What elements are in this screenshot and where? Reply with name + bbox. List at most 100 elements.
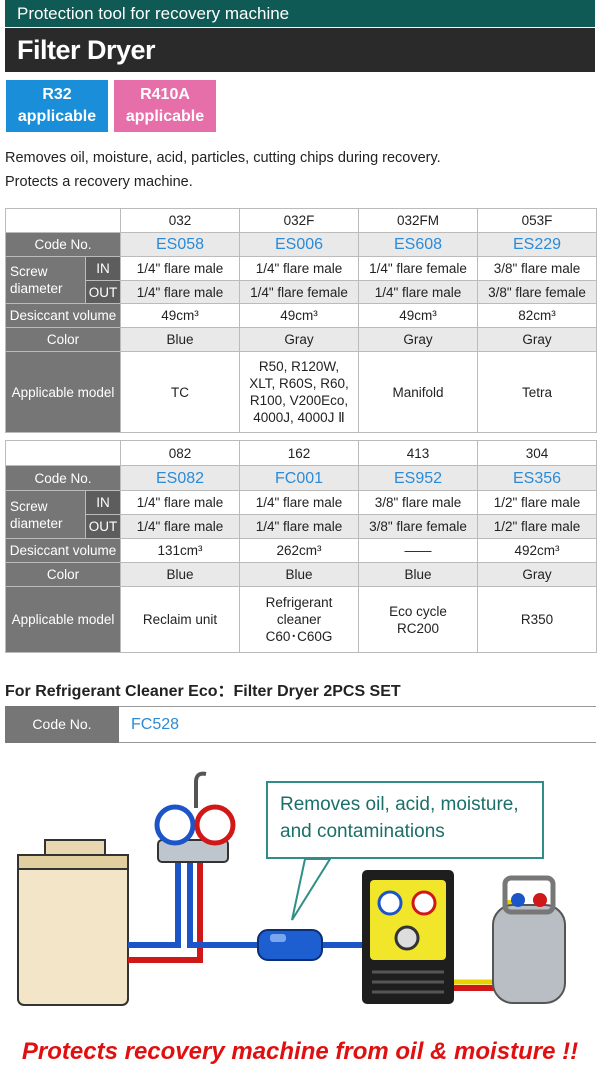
badge-text: applicable (125, 108, 205, 125)
cell: 1/4" flare female (358, 256, 478, 281)
cell: 82cm³ (477, 303, 597, 328)
row-label: Screw diameter (5, 490, 86, 539)
cell: Gray (477, 562, 597, 587)
cell: FC001 (239, 465, 359, 491)
cell: TC (120, 351, 240, 433)
table-row: Screw diameter IN 1/4" flare male 1/4" flar… (5, 256, 597, 304)
table-row: Code No. ES082 FC001 ES952 ES356 (5, 465, 597, 491)
cell: 162 (239, 440, 359, 466)
row-label: Applicable model (5, 586, 121, 653)
cell: ES608 (358, 232, 478, 257)
cell: ES058 (120, 232, 240, 257)
cell: 49cm³ (239, 303, 359, 328)
row-sublabel: OUT (85, 280, 121, 304)
cell: 3/8" flare male (477, 256, 597, 281)
cell: 032F (239, 208, 359, 233)
cell: Gray (358, 327, 478, 352)
badge-text: applicable (17, 108, 97, 125)
row-label: Desiccant volume (5, 303, 121, 328)
cell: Tetra (477, 351, 597, 433)
set-code-label: Code No. (5, 706, 119, 743)
cell: 1/4" flare male (239, 514, 359, 539)
cell: 49cm³ (120, 303, 240, 328)
cell: 1/4" flare male (120, 490, 240, 515)
cell: 032FM (358, 208, 478, 233)
table-row: 032 032F 032FM 053F (5, 208, 597, 233)
spec-table: 032 032F 032FM 053F Code No. ES058 ES006 ES608 E… (5, 208, 597, 433)
row-label: Code No. (5, 232, 121, 257)
cell: Eco cycle RC200 (358, 586, 478, 653)
description: Protects a recovery machine. (5, 174, 193, 190)
cell: Refrigerant cleaner C60･C60G (239, 586, 359, 653)
row-sublabel: OUT (85, 514, 121, 539)
cell: 1/4" flare male (120, 514, 240, 539)
cell: ES006 (239, 232, 359, 257)
spec-table: 082 162 413 304 Code No. ES082 FC001 ES952 ES356… (5, 440, 597, 653)
cell: 262cm³ (239, 538, 359, 563)
cell: Blue (239, 562, 359, 587)
cell: Blue (120, 327, 240, 352)
cell: 1/4" flare male (120, 280, 240, 304)
cell: Manifold (358, 351, 478, 433)
badge-refrigerant: R410A (140, 86, 190, 103)
set-code: FC528 (131, 716, 180, 733)
cell: 082 (120, 440, 240, 466)
table-row: Screw diameter IN 1/4" flare male 1/4" flar… (5, 490, 597, 539)
subtitle-bar: Protection tool for recovery machine (5, 0, 595, 27)
cell: 1/4" flare male (120, 256, 240, 281)
table-row: Color Blue Blue Blue Gray (5, 562, 597, 587)
table-row: Applicable model Reclaim unit Refrigerant … (5, 586, 597, 653)
cell: Gray (477, 327, 597, 352)
blank-cell (5, 440, 121, 466)
cell: Blue (120, 562, 240, 587)
row-label: Applicable model (5, 351, 121, 433)
cell: 3/8" flare female (477, 280, 597, 304)
row-label: Color (5, 327, 121, 352)
table-row: Applicable model TC R50, R120W, XLT, R60S,… (5, 351, 597, 433)
badge: R410A applicable (114, 80, 216, 132)
table-row: Desiccant volume 131cm³ 262cm³ —— 492cm³ (5, 538, 597, 563)
cell: 1/4" flare male (239, 256, 359, 281)
table-row: 082 162 413 304 (5, 440, 597, 466)
table-row: Color Blue Gray Gray Gray (5, 327, 597, 352)
cell: R50, R120W, XLT, R60S, R60, R100, V200Ec… (239, 351, 359, 433)
cell: 413 (358, 440, 478, 466)
row-label: Code No. (5, 465, 121, 491)
row-label: Screw diameter (5, 256, 86, 304)
cell: ES952 (358, 465, 478, 491)
cell: 1/4" flare male (358, 280, 478, 304)
cell: ES356 (477, 465, 597, 491)
slogan: Protects recovery machine from oil & moi… (21, 1038, 579, 1065)
cell: 304 (477, 440, 597, 466)
cell: —— (358, 538, 478, 563)
cell: Gray (239, 327, 359, 352)
set-title: For Refrigerant Cleaner Eco：Filter Dryer… (5, 683, 401, 700)
cell: 131cm³ (120, 538, 240, 563)
row-label: Color (5, 562, 121, 587)
badge-refrigerant: R32 (42, 86, 72, 103)
table-row: OUT 1/4" flare male 1/4" flare male 3/8" fl… (6, 514, 597, 539)
badge: R32 applicable (6, 80, 108, 132)
diagram (17, 771, 566, 1006)
cell: Reclaim unit (120, 586, 240, 653)
cell: ES229 (477, 232, 597, 257)
cell: ES082 (120, 465, 240, 491)
table-row: Desiccant volume 49cm³ 49cm³ 49cm³ 82cm³ (5, 303, 597, 328)
cell: 1/4" flare male (239, 490, 359, 515)
cell: 49cm³ (358, 303, 478, 328)
table-row: Code No. ES058 ES006 ES608 ES229 (5, 232, 597, 257)
cell: 492cm³ (477, 538, 597, 563)
set-row (5, 706, 596, 743)
cell: Blue (358, 562, 478, 587)
title-bar: Filter Dryer (5, 28, 595, 72)
row-sublabel: IN (85, 490, 121, 515)
cell: 3/8" flare male (358, 490, 478, 515)
cell: 1/2" flare male (477, 490, 597, 515)
callout: Removes oil, acid, moisture, and contami… (266, 781, 544, 859)
row-label: Desiccant volume (5, 538, 121, 563)
cell: 1/2" flare male (477, 514, 597, 539)
cell: 032 (120, 208, 240, 233)
table-row: OUT 1/4" flare male 1/4" flare female 1/4" … (6, 280, 597, 304)
row-sublabel: IN (85, 256, 121, 281)
